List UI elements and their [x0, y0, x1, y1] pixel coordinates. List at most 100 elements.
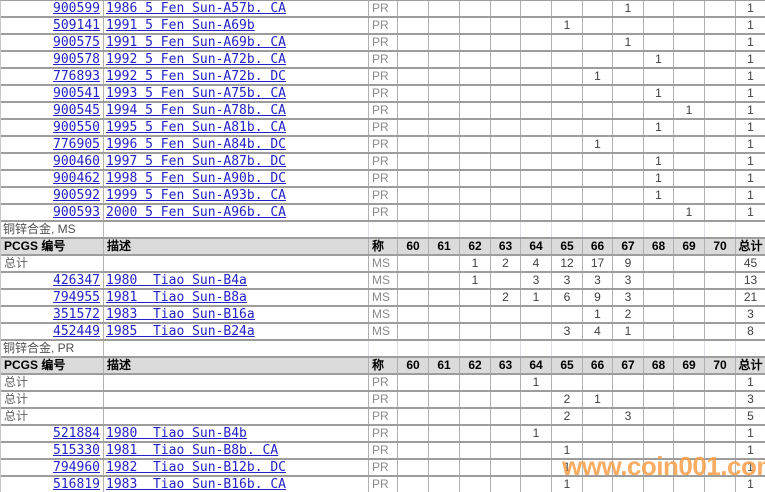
description-link[interactable]: 1992 5 Fen Sun-A72b. DC: [106, 69, 287, 84]
pcgs-number-link[interactable]: 351572: [53, 307, 100, 322]
pcgs-number-link[interactable]: 900541: [53, 86, 100, 101]
grade-61-count-cell: [429, 188, 460, 203]
pcgs-number-link[interactable]: 515330: [53, 443, 100, 458]
grade-63-count-cell: [491, 154, 521, 169]
grade-70-count-cell: [705, 154, 736, 169]
grade-67-count-cell: [613, 392, 644, 407]
pcgs-number-link[interactable]: 521884: [53, 426, 100, 441]
description-link[interactable]: 1991 5 Fen Sun-A69b: [106, 18, 255, 33]
pcgs-number-link[interactable]: 900599: [53, 1, 100, 16]
pcgs-number-link[interactable]: 900550: [53, 120, 100, 135]
total-count-cell: 1: [736, 103, 765, 118]
pcgs-number-cell: 900593: [1, 205, 104, 220]
grade-67-count-cell: [613, 103, 644, 118]
description-link[interactable]: 1994 5 Fen Sun-A78b. CA: [106, 103, 287, 118]
column-header-63: 63: [491, 358, 521, 373]
pcgs-number-link[interactable]: 900593: [53, 205, 100, 220]
grade-69-count-cell: [674, 86, 705, 101]
grade-62-count-cell: [460, 188, 491, 203]
grade-type-cell: PR: [369, 86, 398, 101]
grade-64-count-cell: [521, 392, 552, 407]
pcgs-number-link[interactable]: 900578: [53, 52, 100, 67]
grade-70-count-cell: [705, 188, 736, 203]
description-link[interactable]: 1981 Tiao Sun-B8b. CA: [106, 443, 279, 458]
empty-cell: [705, 341, 736, 356]
grade-67-count-cell: [613, 443, 644, 458]
pcgs-number-link[interactable]: 452449: [53, 324, 100, 339]
pcgs-number-link[interactable]: 900462: [53, 171, 100, 186]
grade-61-count-cell: [429, 256, 460, 271]
pcgs-number-link[interactable]: 509141: [53, 18, 100, 33]
grade-68-count-cell: 1: [644, 120, 674, 135]
grade-type-cell: PR: [369, 35, 398, 50]
grade-66-count-cell: [583, 443, 613, 458]
total-count-cell: 1: [736, 188, 765, 203]
description-link[interactable]: 1983 Tiao Sun-B16b. CA: [106, 477, 287, 492]
pcgs-number-link[interactable]: 794955: [53, 290, 100, 305]
total-count-cell: 1: [736, 120, 765, 135]
empty-cell: [491, 222, 521, 237]
description-link[interactable]: 1982 Tiao Sun-B12b. DC: [106, 460, 287, 475]
grade-type-cell: MS: [369, 307, 398, 322]
description-link[interactable]: 1986 5 Fen Sun-A57b. CA: [106, 1, 287, 16]
grade-69-count-cell: [674, 409, 705, 424]
description-link[interactable]: 2000 5 Fen Sun-A96b. CA: [106, 205, 287, 220]
pcgs-number-link[interactable]: 516819: [53, 477, 100, 492]
description-link[interactable]: 1983 Tiao Sun-B16a: [106, 307, 255, 322]
grade-67-count-cell: 3: [613, 273, 644, 288]
description-link[interactable]: 1985 Tiao Sun-B24a: [106, 324, 255, 339]
column-header-grade-type: 称: [369, 239, 398, 254]
description-link[interactable]: 1999 5 Fen Sun-A93b. CA: [106, 188, 287, 203]
grade-60-count-cell: [398, 86, 429, 101]
grade-62-count-cell: [460, 52, 491, 67]
total-row: 总计 PR 1 1: [1, 375, 765, 392]
pcgs-number-link[interactable]: 776893: [53, 69, 100, 84]
grade-67-count-cell: [613, 171, 644, 186]
grade-70-count-cell: [705, 460, 736, 475]
empty-cell: [104, 375, 369, 390]
description-link[interactable]: 1996 5 Fen Sun-A84b. DC: [106, 137, 287, 152]
grade-60-count-cell: [398, 443, 429, 458]
pcgs-number-link[interactable]: 900545: [53, 103, 100, 118]
pcgs-number-link[interactable]: 900575: [53, 35, 100, 50]
total-count-cell: 1: [736, 426, 765, 441]
empty-cell: [613, 341, 644, 356]
description-link[interactable]: 1997 5 Fen Sun-A87b. DC: [106, 154, 287, 169]
grade-type-cell: PR: [369, 460, 398, 475]
grade-66-count-cell: 1: [583, 392, 613, 407]
grade-type-cell: PR: [369, 137, 398, 152]
grade-67-count-cell: [613, 205, 644, 220]
pcgs-number-cell: 900545: [1, 103, 104, 118]
grade-type-cell: MS: [369, 324, 398, 339]
grade-61-count-cell: [429, 426, 460, 441]
grade-64-count-cell: [521, 103, 552, 118]
pcgs-number-cell: 900460: [1, 154, 104, 169]
description-cell: 1994 5 Fen Sun-A78b. CA: [104, 103, 369, 118]
coin-row: 452449 1985 Tiao Sun-B24a MS 3 4 1 8: [1, 324, 765, 341]
grade-70-count-cell: [705, 256, 736, 271]
description-link[interactable]: 1993 5 Fen Sun-A75b. CA: [106, 86, 287, 101]
column-header-total: 总计: [736, 358, 765, 373]
description-link[interactable]: 1995 5 Fen Sun-A81b. CA: [106, 120, 287, 135]
pcgs-number-link[interactable]: 776905: [53, 137, 100, 152]
description-link[interactable]: 1991 5 Fen Sun-A69b. CA: [106, 35, 287, 50]
description-link[interactable]: 1980 Tiao Sun-B4a: [106, 273, 247, 288]
pcgs-number-link[interactable]: 794960: [53, 460, 100, 475]
description-link[interactable]: 1981 Tiao Sun-B8a: [106, 290, 247, 305]
description-link[interactable]: 1998 5 Fen Sun-A90b. DC: [106, 171, 287, 186]
description-link[interactable]: 1992 5 Fen Sun-A72b. CA: [106, 52, 287, 67]
pcgs-number-link[interactable]: 900592: [53, 188, 100, 203]
pcgs-number-cell: 776905: [1, 137, 104, 152]
pcgs-number-link[interactable]: 900460: [53, 154, 100, 169]
total-count-cell: 45: [736, 256, 765, 271]
pcgs-number-link[interactable]: 426347: [53, 273, 100, 288]
empty-cell: [552, 222, 583, 237]
grade-61-count-cell: [429, 375, 460, 390]
grade-66-count-cell: 17: [583, 256, 613, 271]
empty-cell: [736, 222, 765, 237]
grade-61-count-cell: [429, 171, 460, 186]
grade-61-count-cell: [429, 137, 460, 152]
grade-65-count-cell: [552, 171, 583, 186]
column-header-total: 总计: [736, 239, 765, 254]
description-link[interactable]: 1980 Tiao Sun-B4b: [106, 426, 247, 441]
